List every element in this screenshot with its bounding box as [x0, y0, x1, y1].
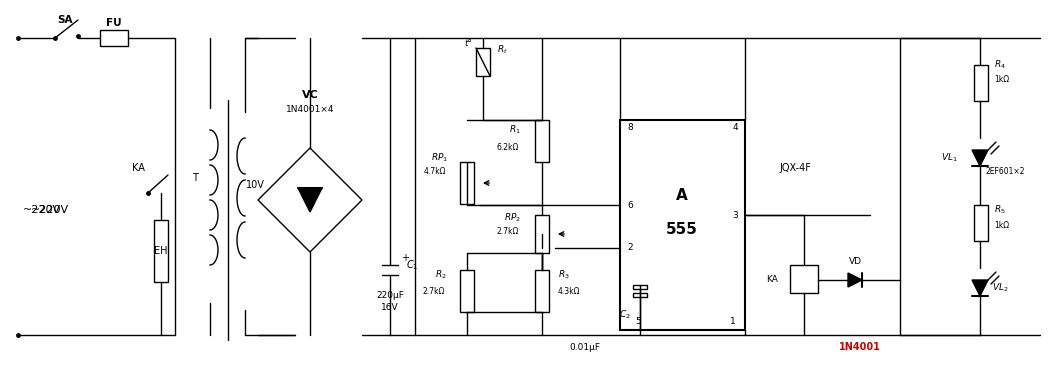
- Text: $VL_1$: $VL_1$: [941, 152, 958, 164]
- Text: $R_4$: $R_4$: [994, 59, 1006, 71]
- Text: $R_2$: $R_2$: [435, 269, 447, 281]
- Text: $C_1$: $C_1$: [405, 258, 418, 272]
- Text: 6.2kΩ: 6.2kΩ: [497, 144, 519, 152]
- Text: 1kΩ: 1kΩ: [994, 220, 1009, 230]
- Text: 1kΩ: 1kΩ: [994, 76, 1009, 84]
- Text: 220μF: 220μF: [376, 290, 404, 299]
- Polygon shape: [972, 150, 988, 166]
- Text: KA: KA: [132, 163, 144, 173]
- Bar: [535, 120, 549, 162]
- Bar: [476, 48, 490, 76]
- Polygon shape: [298, 188, 321, 212]
- Text: $RP_2$: $RP_2$: [504, 212, 521, 224]
- Text: JQX-4F: JQX-4F: [779, 163, 811, 173]
- Text: 0.01μF: 0.01μF: [570, 343, 601, 351]
- Text: 1N4001×4: 1N4001×4: [285, 105, 334, 115]
- Text: $RP_1$: $RP_1$: [431, 152, 448, 164]
- Text: $R_t$: $R_t$: [497, 44, 508, 56]
- Text: 16V: 16V: [381, 304, 399, 312]
- Bar: [460, 162, 474, 204]
- Text: $R_3$: $R_3$: [558, 269, 570, 281]
- Text: 2EF601×2: 2EF601×2: [985, 167, 1025, 176]
- Text: 555: 555: [666, 222, 698, 238]
- Text: VC: VC: [301, 90, 318, 100]
- Text: $R_5$: $R_5$: [994, 204, 1006, 216]
- Text: 8: 8: [627, 123, 632, 133]
- Bar: [535, 215, 549, 253]
- Text: 4.3kΩ: 4.3kΩ: [558, 286, 580, 296]
- Bar: [154, 220, 168, 282]
- Text: 10V: 10V: [245, 180, 264, 190]
- Bar: [633, 293, 647, 297]
- Bar: [100, 30, 128, 46]
- Bar: [535, 270, 549, 312]
- Text: 2: 2: [627, 243, 632, 253]
- Text: SA: SA: [57, 15, 73, 25]
- Bar: [790, 265, 818, 293]
- Text: KA: KA: [766, 275, 778, 283]
- Text: t°: t°: [464, 39, 472, 47]
- Text: T: T: [192, 173, 198, 183]
- Bar: [460, 270, 474, 312]
- Text: A: A: [676, 188, 688, 202]
- Text: 5: 5: [636, 317, 641, 327]
- Polygon shape: [972, 280, 988, 296]
- Text: FU: FU: [106, 18, 122, 28]
- Bar: [633, 285, 647, 289]
- Text: +: +: [401, 253, 408, 263]
- Text: 1: 1: [730, 317, 736, 327]
- Text: ~220V: ~220V: [31, 205, 69, 215]
- Text: 3: 3: [732, 210, 737, 220]
- Polygon shape: [848, 273, 862, 287]
- Text: $VL_2$: $VL_2$: [992, 282, 1009, 294]
- Text: 1N4001: 1N4001: [839, 342, 881, 352]
- Bar: [974, 65, 988, 101]
- Text: 2.7kΩ: 2.7kΩ: [422, 286, 445, 296]
- Text: 6: 6: [627, 201, 632, 209]
- Bar: [974, 205, 988, 241]
- Text: 4: 4: [732, 123, 737, 133]
- Text: $R_1$: $R_1$: [509, 124, 521, 136]
- Bar: [620, 120, 745, 330]
- Text: 2.7kΩ: 2.7kΩ: [497, 228, 519, 236]
- Text: EH: EH: [154, 246, 168, 256]
- Text: VD: VD: [849, 257, 862, 267]
- Text: $C_2$: $C_2$: [620, 309, 631, 321]
- Text: 4.7kΩ: 4.7kΩ: [423, 167, 446, 176]
- Text: ~220V: ~220V: [23, 205, 62, 215]
